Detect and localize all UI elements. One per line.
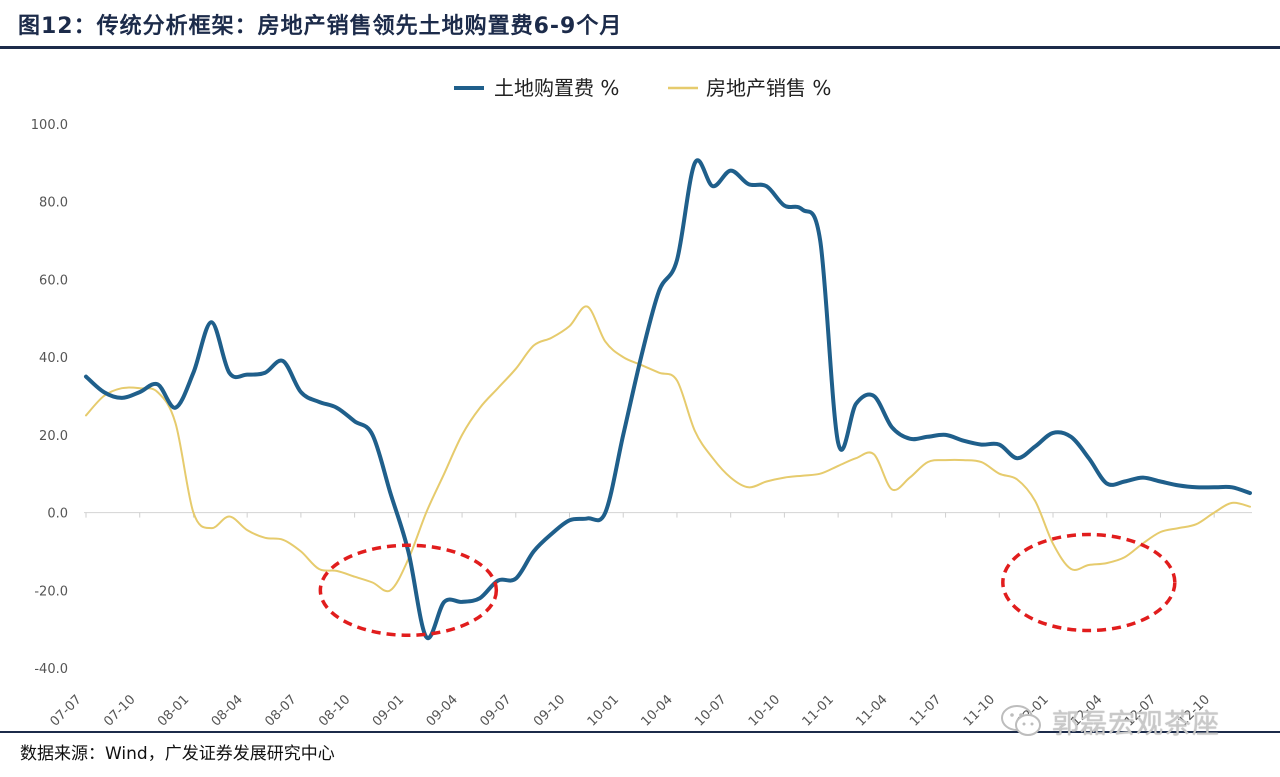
watermark-text: 郭磊宏观茶座 bbox=[1052, 708, 1220, 740]
x-tick-label: 10-10 bbox=[746, 692, 783, 729]
x-axis: 07-07 07-10 08-01 08-04 08-07 08-10 09-01 09-04… bbox=[48, 511, 1252, 730]
highlight-ellipse bbox=[1001, 532, 1177, 633]
x-tick-label: 09-04 bbox=[424, 692, 461, 729]
x-tick-label: 07-07 bbox=[48, 692, 85, 729]
data-source: 数据来源：Wind，广发证券发展研究中心 bbox=[20, 744, 335, 764]
x-tick-label: 09-01 bbox=[370, 692, 407, 729]
x-tick-label: 10-07 bbox=[692, 692, 729, 729]
y-tick-label: 100.0 bbox=[31, 118, 68, 133]
y-tick-label: 20.0 bbox=[39, 429, 68, 444]
y-tick-label: 60.0 bbox=[39, 273, 68, 288]
highlight-ellipse bbox=[318, 543, 499, 638]
watermark: 郭磊宏观茶座 bbox=[1000, 701, 1220, 741]
figure-title: 图12：传统分析框架：房地产销售领先土地购置费6-9个月 bbox=[18, 14, 623, 39]
x-tick-label: 11-04 bbox=[853, 692, 890, 729]
wechat-icon bbox=[1001, 705, 1041, 736]
y-tick-label: 0.0 bbox=[47, 507, 68, 522]
chart-legend: 土地购置费 % 房地产销售 % bbox=[454, 76, 831, 100]
chart-annotations bbox=[318, 532, 1177, 638]
legend-label: 房地产销售 % bbox=[706, 76, 831, 100]
x-tick-label: 08-10 bbox=[316, 692, 353, 729]
x-tick-label: 07-10 bbox=[101, 692, 138, 729]
source-rule bbox=[0, 731, 1280, 733]
x-tick-label: 10-04 bbox=[638, 692, 675, 729]
x-tick-label: 09-10 bbox=[531, 692, 568, 729]
y-axis: 100.0 80.0 60.0 40.0 20.0 0.0 -20.0 -40.0 bbox=[31, 118, 68, 677]
line-chart: 土地购置费 % 房地产销售 % 100.0 80.0 60.0 40.0 20.0 0.0 -… bbox=[31, 76, 1252, 730]
y-tick-label: 40.0 bbox=[39, 351, 68, 366]
x-tick-label: 08-07 bbox=[262, 692, 299, 729]
x-tick-label: 09-07 bbox=[477, 692, 514, 729]
x-tick-label: 10-01 bbox=[585, 692, 622, 729]
x-tick-label: 11-07 bbox=[907, 692, 944, 729]
y-tick-label: -40.0 bbox=[34, 662, 68, 677]
title-rule bbox=[0, 46, 1280, 49]
x-tick-label: 08-04 bbox=[209, 692, 246, 729]
chart-series bbox=[84, 158, 1252, 641]
x-tick-label: 08-01 bbox=[155, 692, 192, 729]
x-tick-label: 11-01 bbox=[800, 692, 837, 729]
legend-label: 土地购置费 % bbox=[494, 76, 619, 100]
series-line-land-purchase bbox=[84, 158, 1252, 641]
series-line-property-sales bbox=[85, 305, 1251, 593]
y-tick-label: -20.0 bbox=[34, 584, 68, 599]
x-tick-label: 11-10 bbox=[961, 692, 998, 729]
y-tick-label: 80.0 bbox=[39, 196, 68, 211]
